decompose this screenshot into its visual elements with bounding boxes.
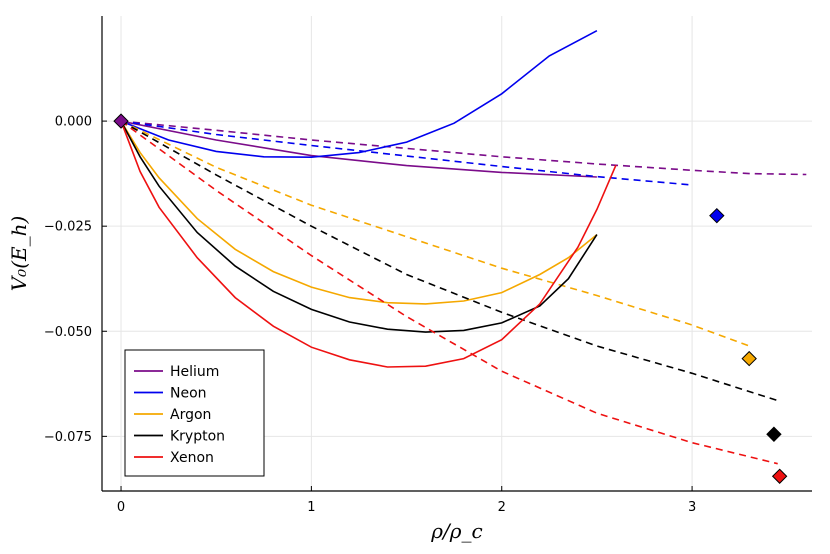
- series-lines: [120, 29, 807, 465]
- legend-label-xenon: Xenon: [170, 450, 214, 466]
- helium-marker: [113, 113, 129, 129]
- xenon-dashed-line: [120, 120, 778, 465]
- argon-dashed-line: [120, 120, 750, 347]
- legend-label-helium: Helium: [170, 364, 219, 380]
- y-axis-label: V₀(E_h): [7, 216, 31, 292]
- x-tick-label-0: 0: [117, 500, 125, 515]
- xenon-marker: [771, 468, 788, 484]
- argon-marker: [741, 350, 757, 367]
- legend-label-krypton: Krypton: [170, 429, 225, 445]
- neon-dashed-line: [120, 120, 693, 186]
- krypton-dashed-line: [120, 120, 778, 402]
- neon-solid-line: [120, 29, 598, 159]
- legend: Helium Neon Argon Krypton Xenon: [124, 349, 265, 477]
- y-tick-label-2: −0.050: [44, 325, 92, 340]
- y-tick-label-1: −0.025: [44, 220, 92, 235]
- legend-label-neon: Neon: [170, 386, 207, 402]
- ticks: 0 1 2 3 0.000 −0.025 −0.050 −0.075: [44, 115, 696, 515]
- krypton-solid-line: [120, 120, 598, 333]
- legend-label-argon: Argon: [170, 407, 211, 423]
- axes: [101, 16, 812, 492]
- krypton-marker: [766, 426, 782, 442]
- helium-solid-line: [120, 120, 597, 178]
- markers: [113, 113, 788, 484]
- xenon-solid-line: [120, 120, 617, 368]
- x-tick-label-2: 2: [498, 500, 506, 515]
- y-tick-label-0: 0.000: [55, 115, 92, 130]
- x-tick-label-3: 3: [688, 500, 696, 515]
- argon-solid-line: [120, 120, 598, 305]
- helium-dashed-line: [120, 120, 807, 176]
- y-tick-label-3: −0.075: [44, 430, 92, 445]
- x-axis-label: ρ/ρ_c: [430, 519, 482, 543]
- x-tick-label-1: 1: [307, 500, 315, 515]
- neon-marker: [709, 207, 725, 224]
